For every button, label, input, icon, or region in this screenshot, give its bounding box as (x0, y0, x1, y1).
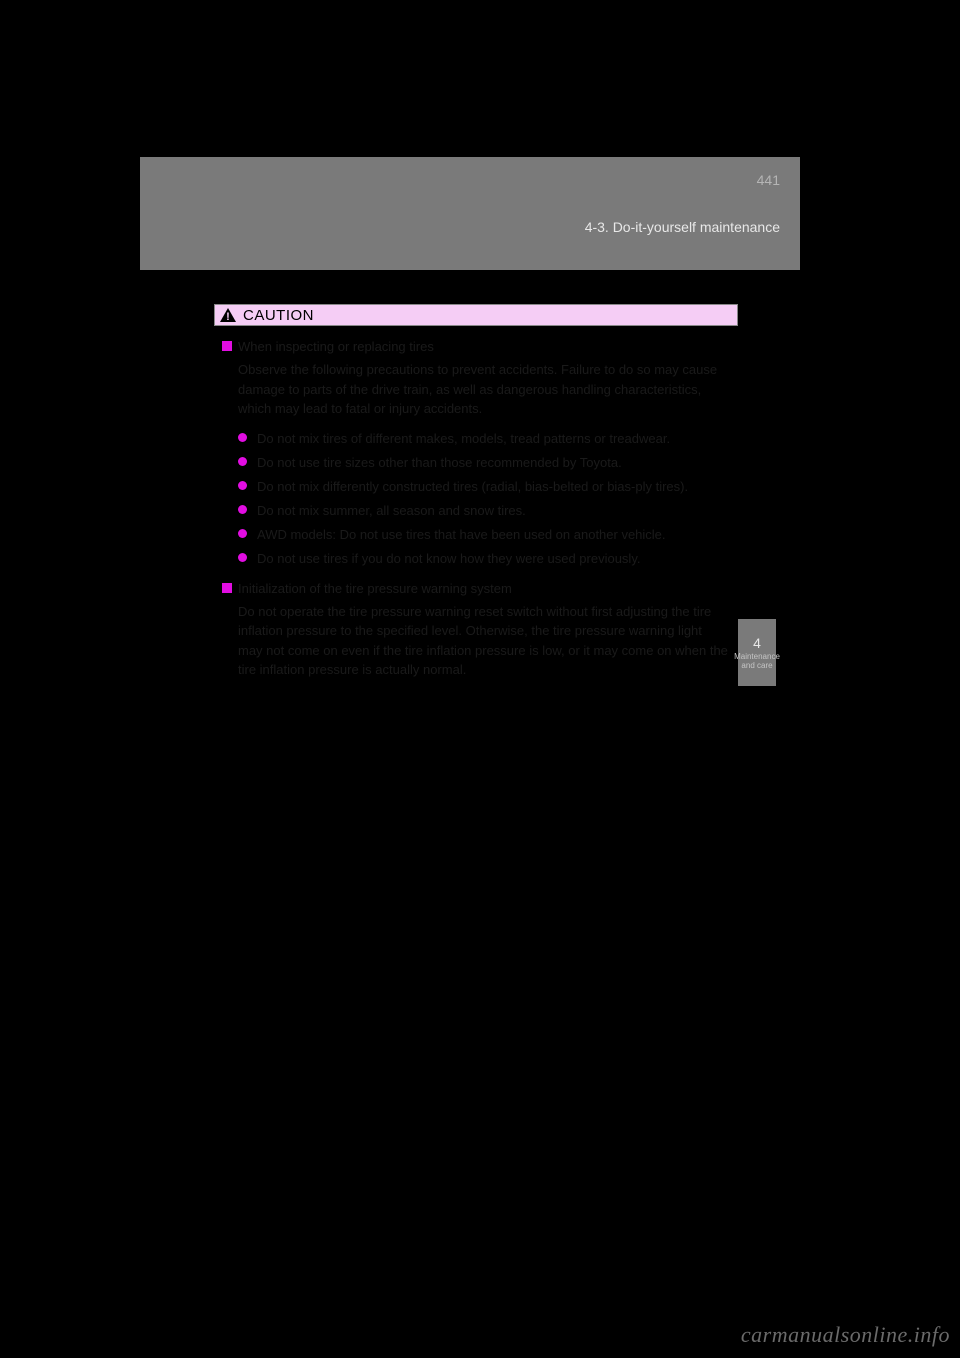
circle-bullet-icon (238, 553, 247, 562)
bullet-item: Do not mix summer, all season and snow t… (238, 501, 730, 521)
bullet-text: Do not use tire sizes other than those r… (257, 453, 622, 473)
bullet-text: AWD models: Do not use tires that have b… (257, 525, 666, 545)
section-title-row: When inspecting or replacing tires (222, 338, 730, 356)
bullet-item: Do not mix tires of different makes, mod… (238, 429, 730, 449)
bullet-text: Do not mix summer, all season and snow t… (257, 501, 526, 521)
bullet-text: Do not mix tires of different makes, mod… (257, 429, 670, 449)
bullet-item: AWD models: Do not use tires that have b… (238, 525, 730, 545)
bullet-item: Do not mix differently constructed tires… (238, 477, 730, 497)
bullet-text: Do not use tires if you do not know how … (257, 549, 640, 569)
circle-bullet-icon (238, 529, 247, 538)
caution-label: CAUTION (243, 307, 314, 324)
bullet-item: Do not use tire sizes other than those r… (238, 453, 730, 473)
circle-bullet-icon (238, 433, 247, 442)
bullet-item: Do not use tires if you do not know how … (238, 549, 730, 569)
tab-number: 4 (753, 635, 761, 651)
warning-icon: ! (219, 307, 237, 323)
square-bullet-icon (222, 583, 232, 593)
tab-label: Maintenance and care (734, 653, 780, 671)
svg-text:!: ! (226, 311, 230, 323)
caution-box: ! CAUTION When inspecting or replacing t… (214, 304, 738, 696)
watermark-text: carmanualsonline.info (741, 1322, 950, 1348)
section-intro: Do not operate the tire pressure warning… (238, 602, 730, 680)
page-number: 441 (757, 172, 780, 188)
section-intro: Observe the following precautions to pre… (238, 360, 730, 419)
section-title-row: Initialization of the tire pressure warn… (222, 580, 730, 598)
square-bullet-icon (222, 341, 232, 351)
section-title: Initialization of the tire pressure warn… (238, 580, 512, 598)
caution-header: ! CAUTION (214, 304, 738, 326)
circle-bullet-icon (238, 505, 247, 514)
page-header-bar: 441 4-3. Do-it-yourself maintenance (140, 157, 800, 270)
circle-bullet-icon (238, 457, 247, 466)
bullet-text: Do not mix differently constructed tires… (257, 477, 688, 497)
caution-section: Initialization of the tire pressure warn… (222, 580, 730, 680)
caution-section: When inspecting or replacing tires Obser… (222, 338, 730, 570)
section-title: When inspecting or replacing tires (238, 338, 434, 356)
section-heading: 4-3. Do-it-yourself maintenance (585, 219, 780, 235)
circle-bullet-icon (238, 481, 247, 490)
chapter-side-tab: 4 Maintenance and care (738, 619, 776, 686)
caution-body: When inspecting or replacing tires Obser… (214, 326, 738, 696)
